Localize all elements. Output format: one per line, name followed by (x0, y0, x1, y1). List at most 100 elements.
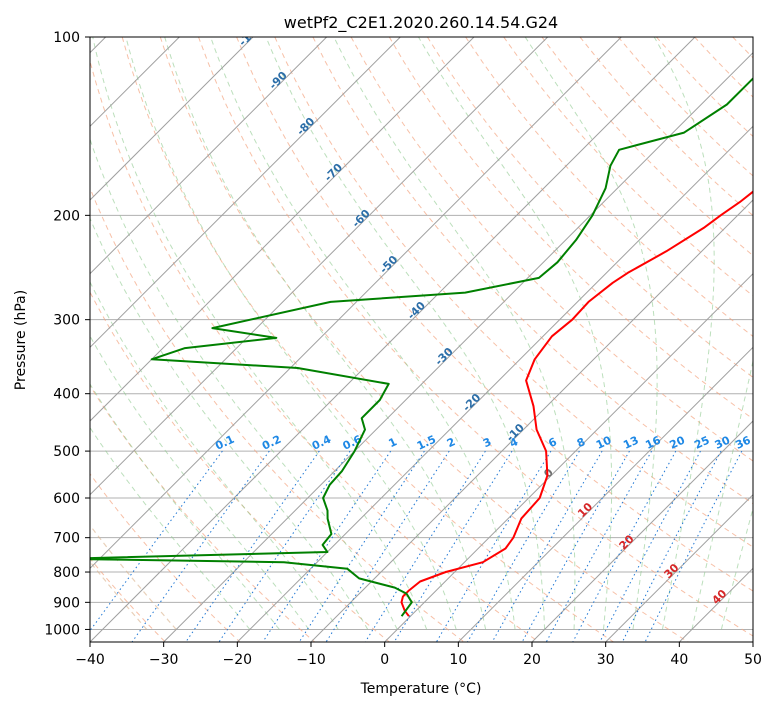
isotherm-line (90, 37, 549, 496)
y-tick-label: 900 (53, 595, 80, 611)
isotherm-line (90, 37, 401, 349)
y-tick-label: 100 (53, 30, 80, 46)
dry-adiabat-label: -20 (460, 391, 483, 414)
isotherm-line (310, 199, 753, 642)
x-tick-label: −30 (149, 652, 179, 668)
moist-adiabat-label: 40 (709, 587, 729, 607)
moist-adiabat-line (265, 37, 546, 630)
y-tick-label: 600 (53, 491, 80, 507)
isotherm-line (384, 272, 753, 642)
moist-adiabat-line (92, 37, 428, 630)
moist-adiabat-line (164, 37, 487, 630)
mixing-ratio-label: 36 (733, 433, 753, 451)
isotherm-line (90, 37, 696, 642)
dry-adiabat-label: -30 (432, 345, 455, 368)
x-tick-label: 30 (597, 652, 615, 668)
dry-adiabat-line (90, 472, 241, 642)
y-axis-title: Pressure (hPa) (13, 290, 29, 390)
dry-adiabat-line (732, 37, 753, 59)
isotherm-line (90, 37, 328, 275)
mixing-ratio-line (521, 450, 630, 642)
x-tick-label: 0 (380, 652, 389, 668)
dry-adiabat-line (90, 59, 540, 642)
chart-title: wetPf2_C2E1.2020.260.14.54.G24 (284, 13, 558, 33)
mixing-ratio-label: 13 (621, 434, 640, 452)
mixing-ratio-line (435, 450, 552, 642)
y-tick-label: 400 (53, 387, 80, 403)
moist-adiabats (90, 37, 753, 630)
y-tick-label: 700 (53, 531, 80, 547)
mixing-ratio-label: 3 (481, 435, 493, 450)
moist-adiabat-line (691, 358, 753, 630)
dry-adiabat-line (388, 37, 753, 420)
dry-adiabat-line (541, 37, 753, 257)
mixing-ratio-line (218, 450, 351, 642)
mixing-ratio-line (545, 450, 653, 642)
mixing-ratio-line (599, 450, 701, 642)
x-tick-label: 20 (523, 652, 541, 668)
mixing-ratio-label: 30 (713, 433, 733, 451)
x-tick-label: −10 (296, 652, 326, 668)
dewpoint-profile-line (90, 77, 753, 617)
mixing-ratio-label: 10 (594, 433, 614, 451)
dry-adiabat-line (426, 37, 753, 378)
mixing-ratio-line (364, 450, 486, 642)
dry-adiabat-label: -70 (322, 161, 345, 184)
dry-adiabat-line (350, 37, 753, 462)
x-tick-label: 10 (449, 652, 467, 668)
isotherm-line (752, 641, 753, 642)
moist-adiabat-line (90, 137, 398, 630)
dry-adiabat-label: -40 (405, 299, 428, 322)
dry-adiabat-label: -50 (377, 253, 400, 276)
mixing-ratio-label: 0.2 (260, 433, 283, 453)
mixing-ratio-line (621, 450, 722, 642)
dry-adiabat-line (90, 557, 166, 642)
plot-frame (89, 36, 754, 643)
dry-adiabat-label: -80 (294, 115, 317, 138)
y-tick-label: 500 (53, 444, 80, 460)
moist-adiabat-line (653, 37, 715, 630)
moist-adiabat-label: 30 (662, 561, 682, 581)
y-tick-label: 300 (53, 313, 80, 329)
dry-adiabat-line (503, 37, 753, 297)
mixing-ratio-line (467, 450, 580, 642)
dry-adiabat-label: -100 (236, 20, 265, 49)
temperature-profile-line (400, 190, 753, 617)
dry-adiabats (90, 37, 753, 642)
isotherm-line (90, 37, 475, 422)
x-tick-label: 50 (744, 652, 762, 668)
mixing-ratio-label: 25 (692, 434, 711, 452)
x-tick-label: −20 (223, 652, 253, 668)
isotherm-line (90, 37, 622, 570)
moist-adiabat-line (210, 37, 516, 630)
mixing-ratio-label: 0.1 (213, 433, 236, 453)
isotherm-line (236, 125, 753, 642)
mixing-ratio-label: 16 (643, 433, 663, 451)
dry-adiabat-line (465, 37, 753, 338)
dry-adiabat-line (236, 37, 753, 592)
moist-adiabat-line (418, 37, 613, 630)
dry-adiabat-line (312, 37, 753, 505)
moist-adiabat-line (524, 37, 658, 630)
dry-adiabat-line (159, 37, 689, 642)
dry-adiabat-label: -90 (267, 69, 290, 92)
mixing-ratio-line (131, 450, 270, 642)
moist-adiabat-line (90, 426, 251, 630)
dry-adiabat-line (274, 37, 753, 548)
mixing-ratio-label: 0.4 (310, 433, 333, 453)
moist-adiabat-label: 20 (617, 532, 637, 552)
mixing-ratio-lines (90, 450, 743, 642)
mixing-ratio-line (572, 450, 677, 642)
mixing-ratio-label: 1 (387, 435, 399, 450)
y-tick-label: 800 (53, 565, 80, 581)
moist-adiabat-line (720, 506, 753, 630)
sounding-profiles (90, 77, 753, 617)
x-tick-label: 40 (670, 652, 688, 668)
mixing-ratio-line (491, 450, 603, 642)
reference-curve (90, 560, 148, 630)
y-tick-label: 1000 (44, 622, 80, 638)
moist-adiabat-line (125, 37, 457, 630)
moist-adiabat-line (90, 217, 369, 630)
y-tick-label: 200 (53, 208, 80, 224)
